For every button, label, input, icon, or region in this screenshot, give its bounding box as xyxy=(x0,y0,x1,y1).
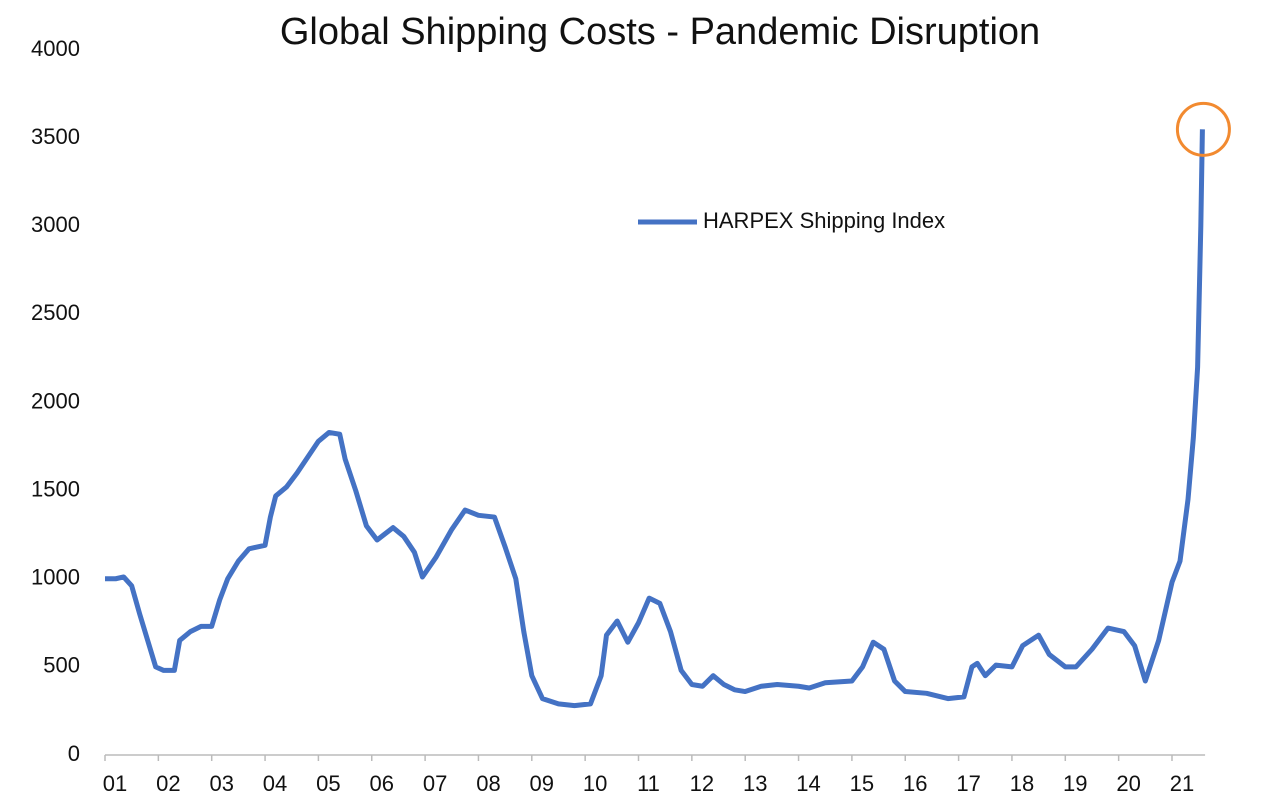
x-tick-label: 18 xyxy=(1010,771,1034,796)
x-tick-label: 15 xyxy=(850,771,874,796)
x-tick-label: 11 xyxy=(637,771,660,796)
x-tick-label: 12 xyxy=(690,771,714,796)
y-tick-label: 2000 xyxy=(31,388,80,413)
y-tick-label: 0 xyxy=(68,741,80,766)
x-tick-label: 06 xyxy=(370,771,394,796)
x-tick-label: 04 xyxy=(263,771,287,796)
x-tick-label: 07 xyxy=(423,771,447,796)
x-tick-label: 09 xyxy=(530,771,554,796)
y-tick-label: 500 xyxy=(43,653,80,678)
y-tick-label: 3500 xyxy=(31,124,80,149)
x-tick-label: 10 xyxy=(583,771,607,796)
x-tick-label: 13 xyxy=(743,771,767,796)
x-tick-label: 20 xyxy=(1116,771,1140,796)
x-tick-label: 01 xyxy=(103,771,127,796)
highlight-circle xyxy=(1175,101,1231,157)
x-tick-label: 05 xyxy=(316,771,340,796)
line-series xyxy=(105,129,1205,709)
x-tick-label: 21 xyxy=(1170,771,1194,796)
x-tick-label: 02 xyxy=(156,771,180,796)
y-tick-label: 1000 xyxy=(31,565,80,590)
x-tick-label: 17 xyxy=(956,771,980,796)
x-tick-label: 08 xyxy=(476,771,500,796)
x-tick-label: 14 xyxy=(796,771,820,796)
chart-title: Global Shipping Costs - Pandemic Disrupt… xyxy=(280,11,1040,53)
legend-label: HARPEX Shipping Index xyxy=(703,208,945,233)
x-tick-label: 19 xyxy=(1063,771,1087,796)
y-tick-label: 3000 xyxy=(31,212,80,237)
x-tick-label: 16 xyxy=(903,771,927,796)
y-tick-label: 4000 xyxy=(31,36,80,61)
y-tick-label: 2500 xyxy=(31,300,80,325)
y-tick-label: 1500 xyxy=(31,476,80,501)
x-tick-label: 03 xyxy=(209,771,233,796)
